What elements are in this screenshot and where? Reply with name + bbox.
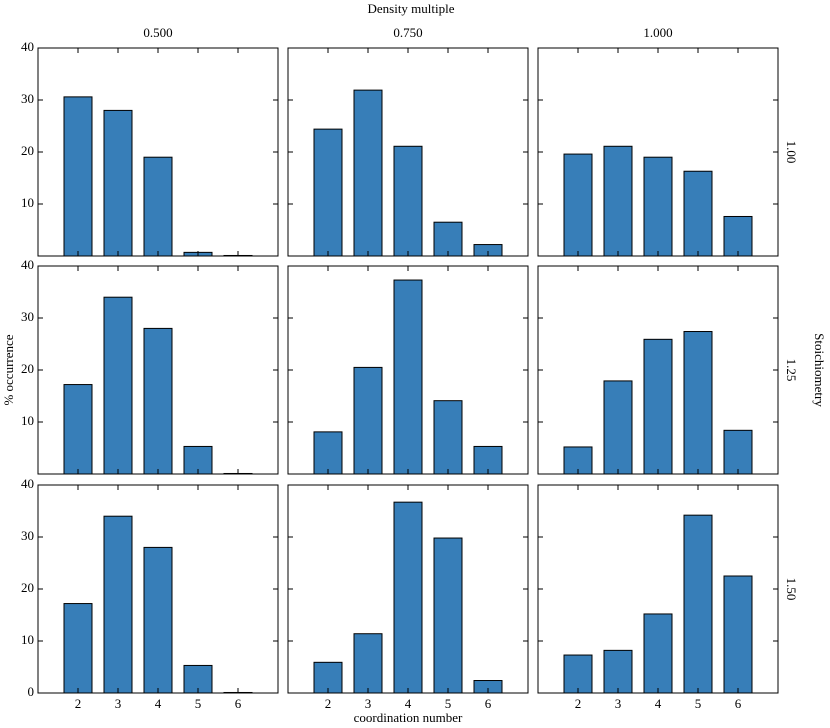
bar	[643, 338, 673, 475]
x-tick-label: 6	[485, 696, 492, 711]
bar	[143, 327, 173, 475]
row-title: Stoichiometry	[812, 333, 827, 407]
bar	[313, 661, 343, 694]
bar	[603, 145, 633, 257]
bar	[393, 279, 423, 475]
bar	[683, 170, 713, 257]
bar	[643, 613, 673, 694]
bar	[723, 215, 753, 257]
bar	[143, 156, 173, 257]
x-tick-label: 5	[695, 696, 702, 711]
x-tick-label: 6	[735, 696, 742, 711]
bar	[723, 429, 753, 475]
x-tick-label: 3	[615, 696, 622, 711]
bar	[353, 633, 383, 694]
y-tick-label: 10	[21, 195, 34, 210]
y-tick-label: 10	[21, 413, 34, 428]
x-tick-label: 2	[75, 696, 82, 711]
row-label: 1.00	[784, 141, 799, 164]
bar	[603, 380, 633, 475]
y-tick-label: 20	[21, 580, 34, 595]
bar	[683, 514, 713, 694]
bar	[63, 96, 93, 257]
bar	[603, 649, 633, 694]
x-tick-label: 6	[235, 696, 242, 711]
bar	[433, 221, 463, 257]
x-tick-label: 4	[155, 696, 162, 711]
x-tick-label: 2	[575, 696, 582, 711]
bar	[313, 431, 343, 475]
bar	[63, 603, 93, 694]
x-tick-label: 4	[655, 696, 662, 711]
bar	[103, 515, 133, 694]
y-tick-label: 40	[21, 39, 34, 54]
x-tick-label: 3	[365, 696, 372, 711]
bar	[433, 400, 463, 475]
bar	[643, 156, 673, 257]
column-label: 0.750	[393, 25, 422, 40]
x-tick-label: 5	[445, 696, 452, 711]
y-tick-label: 30	[21, 309, 34, 324]
y-tick-label: 30	[21, 91, 34, 106]
bar	[313, 128, 343, 257]
y-axis-label: % occurrence	[1, 334, 16, 405]
y-tick-label: 20	[21, 361, 34, 376]
x-tick-label: 4	[405, 696, 412, 711]
x-tick-label: 5	[195, 696, 202, 711]
x-tick-label: 3	[115, 696, 122, 711]
bar	[353, 366, 383, 475]
bar	[683, 331, 713, 475]
row-label: 1.50	[784, 578, 799, 601]
bar	[563, 654, 593, 694]
figure-title: Density multiple	[367, 1, 454, 16]
bar	[393, 145, 423, 257]
bar	[103, 296, 133, 475]
bar	[723, 575, 753, 694]
y-tick-label: 30	[21, 528, 34, 543]
bar	[563, 153, 593, 257]
column-label: 1.000	[643, 25, 672, 40]
y-tick-label: 20	[21, 143, 34, 158]
y-tick-label: 0	[28, 684, 35, 699]
y-tick-label: 40	[21, 476, 34, 491]
bar	[433, 537, 463, 694]
x-tick-label: 2	[325, 696, 332, 711]
y-tick-label: 10	[21, 632, 34, 647]
bar	[103, 109, 133, 257]
bar	[393, 501, 423, 694]
column-label: 0.500	[143, 25, 172, 40]
y-tick-label: 40	[21, 257, 34, 272]
bar	[353, 89, 383, 257]
row-label: 1.25	[784, 359, 799, 382]
bar	[143, 546, 173, 694]
x-axis-label: coordination number	[354, 710, 463, 725]
bar	[63, 384, 93, 475]
